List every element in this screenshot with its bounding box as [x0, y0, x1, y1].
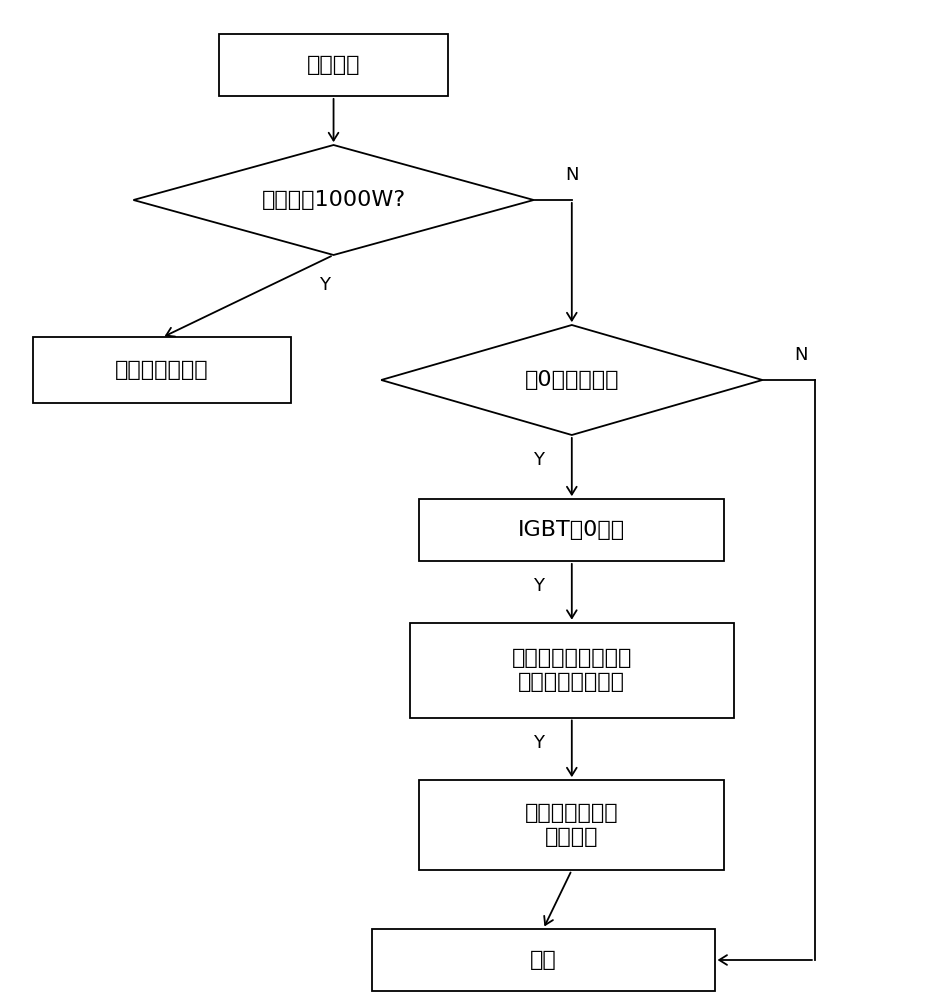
- Text: 过0信号到了吗: 过0信号到了吗: [524, 370, 619, 390]
- Polygon shape: [381, 325, 762, 435]
- Bar: [409, 622, 733, 717]
- Text: Y: Y: [532, 577, 544, 595]
- Text: IGBT过0启动: IGBT过0启动: [518, 520, 625, 540]
- Text: 功率输出: 功率输出: [307, 55, 360, 75]
- Bar: [419, 780, 724, 870]
- Text: 返回: 返回: [529, 950, 556, 970]
- Bar: [33, 338, 290, 402]
- Text: Y: Y: [318, 276, 329, 294]
- Text: N: N: [565, 166, 578, 184]
- Bar: [371, 929, 714, 991]
- Text: N: N: [793, 346, 806, 364]
- Text: 是否大于1000W?: 是否大于1000W?: [261, 190, 406, 210]
- Text: Y: Y: [532, 451, 544, 469]
- Bar: [219, 34, 447, 96]
- Text: 不同低功率采用不同
周期的开通占空比: 不同低功率采用不同 周期的开通占空比: [511, 648, 631, 692]
- Text: 得到不同低功率
连续加热: 得到不同低功率 连续加热: [525, 803, 618, 847]
- Bar: [419, 499, 724, 561]
- Text: Y: Y: [532, 734, 544, 752]
- Polygon shape: [133, 145, 533, 255]
- Text: 正常大功率加热: 正常大功率加热: [115, 360, 208, 380]
